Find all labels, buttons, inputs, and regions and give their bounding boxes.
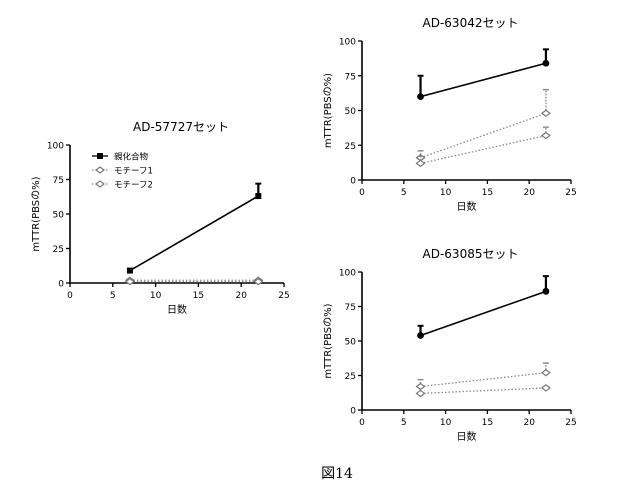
y-tick-label: 25 [345,372,356,382]
series-line [421,136,546,164]
data-point [542,133,550,139]
data-point [417,332,424,339]
x-tick-label: 5 [401,188,407,198]
x-tick-label: 15 [482,418,493,428]
series-1 [417,276,549,339]
x-tick-label: 0 [67,291,73,301]
legend-marker [97,153,103,159]
chart-ad-63085: AD-63085セット 0 25 50 75 100 0 5 10 15 20 25 日数 mTTR(PB… [323,247,577,443]
x-tick-label: 10 [440,188,452,198]
legend-label: モチーフ2 [114,181,153,191]
legend-label: モチーフ1 [114,167,153,177]
series-line [130,196,258,271]
x-tick-label: 10 [150,291,162,301]
x-tick-label: 20 [235,291,247,301]
data-point [543,60,550,67]
legend-label: 親化合物 [114,152,149,163]
series-line [421,63,546,96]
y-tick-label: 75 [345,72,356,82]
y-tick-label: 100 [339,269,356,279]
series-3 [417,127,550,166]
y-tick-label: 50 [345,338,357,348]
series-line [421,113,546,157]
x-tick-label: 20 [523,418,535,428]
series-line [421,388,546,394]
data-point [417,93,424,100]
series-2 [417,90,550,161]
y-tick-label: 0 [350,407,356,417]
y-tick-label: 75 [345,303,356,313]
y-axis-label: mTTR(PBSの%) [323,303,334,378]
y-tick-label: 25 [53,245,64,255]
x-tick-label: 5 [401,418,407,428]
x-tick-label: 25 [278,291,289,301]
chart-title: AD-63042セット [423,16,519,30]
series-3 [417,385,550,397]
y-axis-label: mTTR(PBSの%) [323,73,334,148]
series-line [421,373,546,387]
y-tick-label: 75 [53,176,64,186]
chart-ad-63042: AD-63042セット 0 25 50 75 100 0 5 10 15 20 25 日数 mTTR(PB… [323,16,577,213]
x-tick-label: 15 [482,188,493,198]
x-tick-label: 5 [110,291,116,301]
data-point [542,110,550,116]
legend: 親化合物モチーフ1 モチーフ2 [92,152,153,191]
y-tick-label: 25 [345,142,356,152]
series-1 [127,184,261,274]
data-point [542,385,550,391]
y-axis-label: mTTR(PBSの%) [31,176,42,251]
legend-marker [96,181,104,187]
x-tick-label: 0 [359,418,365,428]
series-1 [417,49,549,100]
x-tick-label: 20 [523,188,535,198]
y-tick-label: 0 [350,177,356,187]
figure-caption: 図14 [321,466,353,482]
x-tick-label: 10 [440,418,452,428]
data-point [417,384,425,390]
chart-ad-57727: AD-57727セット 0 25 50 75 100 0 5 10 15 20 25 日数 mTTR(PB… [31,120,290,316]
data-point [417,390,425,396]
x-axis-label: 日数 [457,200,477,213]
chart-title: AD-63085セット [423,247,519,261]
data-point [542,370,550,376]
data-point [127,268,133,274]
series-2 [417,363,550,389]
x-tick-label: 15 [193,291,204,301]
x-axis-label: 日数 [167,303,187,316]
data-point [543,288,550,295]
chart-title: AD-57727セット [133,120,229,134]
data-point [255,193,261,199]
x-tick-label: 0 [359,188,365,198]
series-line [421,291,546,335]
y-tick-label: 50 [345,107,357,117]
y-tick-label: 0 [58,280,64,290]
x-axis-label: 日数 [457,430,477,443]
x-tick-label: 25 [565,188,576,198]
legend-marker [96,167,104,173]
data-point [417,160,425,166]
y-tick-label: 100 [47,142,64,152]
y-tick-label: 50 [53,211,65,221]
x-tick-label: 25 [565,418,576,428]
y-tick-label: 100 [339,38,356,48]
